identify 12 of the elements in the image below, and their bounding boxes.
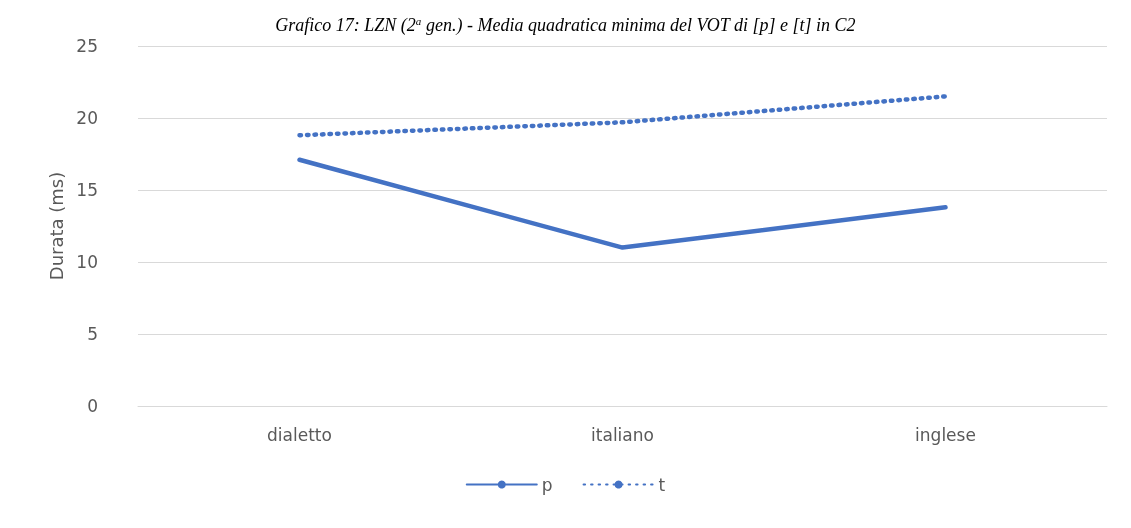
y-axis-title: Durata (ms) (45, 171, 67, 281)
x-tick-label: dialetto (267, 424, 332, 445)
legend-label: t (658, 474, 666, 495)
x-tick-label: italiano (591, 424, 654, 445)
x-tick-label: inglese (915, 424, 976, 445)
y-tick-label: 10 (76, 252, 98, 272)
y-tick-label: 15 (76, 180, 98, 200)
y-tick-label: 20 (76, 108, 98, 128)
y-tick-label: 25 (76, 36, 98, 56)
legend-label: p (541, 474, 553, 495)
y-tick-label: 0 (87, 396, 98, 416)
y-tick-label: 5 (87, 324, 98, 344)
